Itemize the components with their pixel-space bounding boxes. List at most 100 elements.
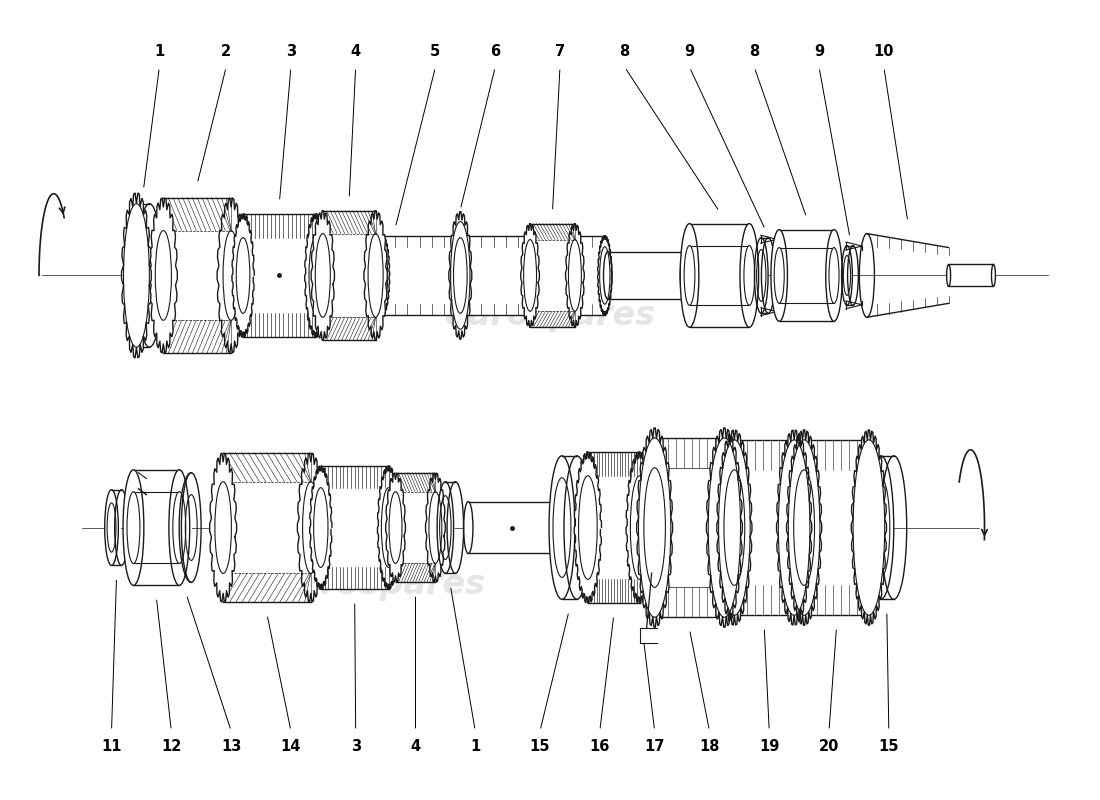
Polygon shape xyxy=(210,453,236,602)
Polygon shape xyxy=(587,452,640,603)
Polygon shape xyxy=(305,214,327,337)
Ellipse shape xyxy=(550,502,560,554)
Ellipse shape xyxy=(123,470,144,586)
Ellipse shape xyxy=(771,230,788,322)
Text: 4: 4 xyxy=(351,44,361,58)
Ellipse shape xyxy=(173,492,186,563)
Polygon shape xyxy=(217,198,245,353)
Polygon shape xyxy=(520,224,539,327)
Text: 12: 12 xyxy=(161,739,182,754)
Ellipse shape xyxy=(680,224,698,327)
Polygon shape xyxy=(449,212,472,339)
Text: 8: 8 xyxy=(619,44,630,58)
Polygon shape xyxy=(562,456,576,599)
Polygon shape xyxy=(626,452,653,603)
Text: 3: 3 xyxy=(351,739,361,754)
Polygon shape xyxy=(717,430,752,625)
Polygon shape xyxy=(311,210,334,340)
Text: 1: 1 xyxy=(154,44,165,58)
Ellipse shape xyxy=(169,470,189,586)
Polygon shape xyxy=(111,490,121,566)
Text: 3: 3 xyxy=(286,44,296,58)
Text: 2: 2 xyxy=(221,44,231,58)
Text: 7: 7 xyxy=(554,44,565,58)
Text: 4: 4 xyxy=(410,739,420,754)
Polygon shape xyxy=(469,502,556,554)
Polygon shape xyxy=(223,453,311,602)
Polygon shape xyxy=(179,473,191,582)
Polygon shape xyxy=(136,204,150,347)
Polygon shape xyxy=(364,210,387,340)
Polygon shape xyxy=(779,247,834,303)
Ellipse shape xyxy=(991,265,996,286)
Text: 1: 1 xyxy=(470,739,481,754)
Text: 11: 11 xyxy=(101,739,122,754)
Polygon shape xyxy=(690,246,749,306)
Polygon shape xyxy=(847,246,852,306)
Polygon shape xyxy=(574,452,602,603)
Polygon shape xyxy=(530,224,575,327)
Text: 5: 5 xyxy=(430,44,440,58)
Polygon shape xyxy=(383,235,605,315)
Polygon shape xyxy=(396,473,436,582)
Text: 15: 15 xyxy=(530,739,550,754)
Polygon shape xyxy=(310,466,332,590)
Text: 13: 13 xyxy=(221,739,241,754)
Text: 16: 16 xyxy=(590,739,610,754)
Polygon shape xyxy=(297,453,324,602)
Text: 8: 8 xyxy=(749,44,759,58)
Text: 20: 20 xyxy=(818,739,839,754)
Ellipse shape xyxy=(463,502,473,554)
Ellipse shape xyxy=(549,456,575,599)
Text: eurospares: eurospares xyxy=(275,568,486,601)
Polygon shape xyxy=(777,430,812,625)
Ellipse shape xyxy=(774,247,784,303)
Ellipse shape xyxy=(126,492,140,563)
Polygon shape xyxy=(637,428,672,627)
Text: 14: 14 xyxy=(280,739,301,754)
Polygon shape xyxy=(122,193,152,358)
Text: eurospares: eurospares xyxy=(444,298,656,332)
Polygon shape xyxy=(654,438,725,618)
Polygon shape xyxy=(881,456,894,599)
Text: 9: 9 xyxy=(814,44,824,58)
Polygon shape xyxy=(321,466,388,590)
Polygon shape xyxy=(690,224,749,327)
Polygon shape xyxy=(133,492,179,563)
Polygon shape xyxy=(426,473,446,582)
Polygon shape xyxy=(851,430,887,626)
Polygon shape xyxy=(804,440,869,615)
Polygon shape xyxy=(735,440,794,615)
Polygon shape xyxy=(761,238,768,314)
Polygon shape xyxy=(597,235,612,315)
Text: 9: 9 xyxy=(684,44,694,58)
Text: 6: 6 xyxy=(491,44,501,58)
Ellipse shape xyxy=(842,246,852,306)
Ellipse shape xyxy=(680,251,689,299)
Polygon shape xyxy=(377,466,399,590)
Text: 17: 17 xyxy=(645,739,664,754)
Polygon shape xyxy=(232,214,254,337)
Ellipse shape xyxy=(826,230,843,322)
Polygon shape xyxy=(779,230,834,322)
Text: 10: 10 xyxy=(873,44,894,58)
Ellipse shape xyxy=(755,238,768,314)
Text: 15: 15 xyxy=(879,739,899,754)
Polygon shape xyxy=(446,482,455,574)
Polygon shape xyxy=(706,428,743,627)
Polygon shape xyxy=(608,251,684,299)
Polygon shape xyxy=(375,235,389,315)
Polygon shape xyxy=(948,265,993,286)
Ellipse shape xyxy=(829,247,839,303)
Ellipse shape xyxy=(684,246,695,306)
Ellipse shape xyxy=(740,224,759,327)
Polygon shape xyxy=(133,470,179,586)
Polygon shape xyxy=(243,214,316,338)
Ellipse shape xyxy=(123,204,150,347)
Text: 19: 19 xyxy=(759,739,780,754)
Polygon shape xyxy=(386,473,406,582)
Ellipse shape xyxy=(437,482,453,574)
Ellipse shape xyxy=(947,265,950,286)
Polygon shape xyxy=(150,198,177,353)
Ellipse shape xyxy=(604,251,612,299)
